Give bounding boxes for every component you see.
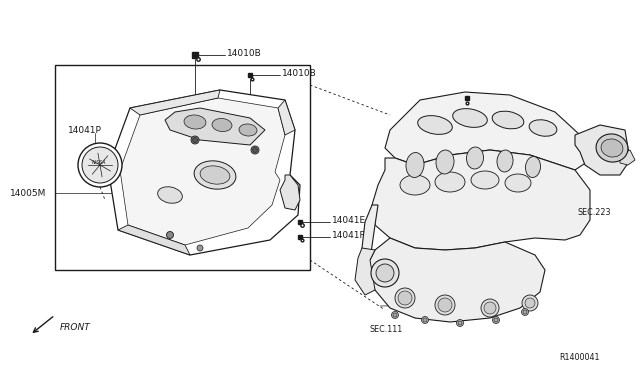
Circle shape: [166, 231, 173, 238]
Text: SEC.223: SEC.223: [578, 208, 611, 217]
Circle shape: [376, 264, 394, 282]
Ellipse shape: [529, 120, 557, 136]
Polygon shape: [575, 125, 630, 175]
Bar: [55, 65, 310, 270]
Circle shape: [251, 146, 259, 154]
Circle shape: [438, 298, 452, 312]
Polygon shape: [372, 150, 590, 250]
Circle shape: [525, 298, 535, 308]
Circle shape: [456, 320, 463, 327]
Circle shape: [398, 291, 412, 305]
Ellipse shape: [212, 118, 232, 132]
Circle shape: [253, 148, 257, 153]
Circle shape: [435, 295, 455, 315]
Circle shape: [481, 299, 499, 317]
Polygon shape: [108, 90, 300, 255]
Ellipse shape: [406, 153, 424, 177]
Circle shape: [484, 302, 496, 314]
Ellipse shape: [157, 187, 182, 203]
Polygon shape: [118, 225, 190, 255]
Ellipse shape: [239, 124, 257, 136]
Ellipse shape: [525, 157, 541, 177]
Polygon shape: [362, 205, 545, 322]
Circle shape: [423, 318, 427, 322]
Ellipse shape: [400, 175, 430, 195]
Circle shape: [392, 311, 399, 318]
Polygon shape: [120, 98, 285, 245]
Text: 14041P: 14041P: [68, 125, 102, 135]
Ellipse shape: [467, 147, 484, 169]
Circle shape: [458, 321, 462, 325]
Text: FRONT: FRONT: [60, 323, 91, 332]
Ellipse shape: [435, 172, 465, 192]
Circle shape: [422, 317, 429, 324]
Ellipse shape: [436, 150, 454, 174]
Ellipse shape: [471, 171, 499, 189]
Text: R1400041: R1400041: [560, 353, 600, 362]
Ellipse shape: [418, 116, 452, 134]
Circle shape: [493, 317, 499, 324]
Text: SEC.111: SEC.111: [370, 325, 403, 334]
Text: 14041E: 14041E: [332, 215, 366, 224]
Text: 14005M: 14005M: [10, 189, 46, 198]
Polygon shape: [280, 175, 300, 210]
Ellipse shape: [601, 139, 623, 157]
Circle shape: [522, 295, 538, 311]
Polygon shape: [355, 248, 375, 295]
Circle shape: [371, 259, 399, 287]
Polygon shape: [130, 90, 220, 115]
Circle shape: [78, 143, 122, 187]
Ellipse shape: [194, 161, 236, 189]
Text: 14010B: 14010B: [227, 48, 262, 58]
Text: NISSA: NISSA: [92, 160, 107, 165]
Polygon shape: [165, 108, 265, 145]
Circle shape: [197, 245, 203, 251]
Circle shape: [193, 138, 198, 142]
Ellipse shape: [492, 111, 524, 129]
Text: 14010B: 14010B: [282, 68, 317, 77]
Circle shape: [494, 318, 498, 322]
Polygon shape: [278, 100, 295, 135]
Circle shape: [523, 310, 527, 314]
Ellipse shape: [200, 166, 230, 184]
Circle shape: [522, 308, 529, 315]
Circle shape: [191, 136, 199, 144]
Ellipse shape: [505, 174, 531, 192]
Polygon shape: [385, 92, 590, 170]
Circle shape: [82, 147, 118, 183]
Ellipse shape: [184, 115, 206, 129]
Ellipse shape: [497, 150, 513, 172]
Ellipse shape: [596, 134, 628, 162]
Circle shape: [393, 313, 397, 317]
Text: 14041F: 14041F: [332, 231, 365, 240]
Circle shape: [395, 288, 415, 308]
Ellipse shape: [452, 109, 487, 127]
Polygon shape: [620, 150, 635, 165]
